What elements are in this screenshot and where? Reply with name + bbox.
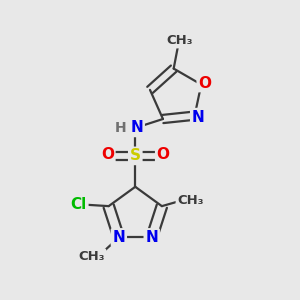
Text: O: O [101, 147, 114, 162]
Text: N: N [192, 110, 205, 124]
Text: Cl: Cl [70, 197, 87, 212]
Text: S: S [130, 148, 141, 164]
Text: O: O [198, 76, 211, 91]
Text: O: O [157, 147, 170, 162]
Text: CH₃: CH₃ [177, 194, 204, 207]
Text: H: H [115, 121, 126, 135]
Text: CH₃: CH₃ [78, 250, 105, 263]
Text: N: N [130, 120, 143, 135]
Text: N: N [145, 230, 158, 245]
Text: N: N [112, 230, 125, 245]
Text: CH₃: CH₃ [166, 34, 193, 47]
